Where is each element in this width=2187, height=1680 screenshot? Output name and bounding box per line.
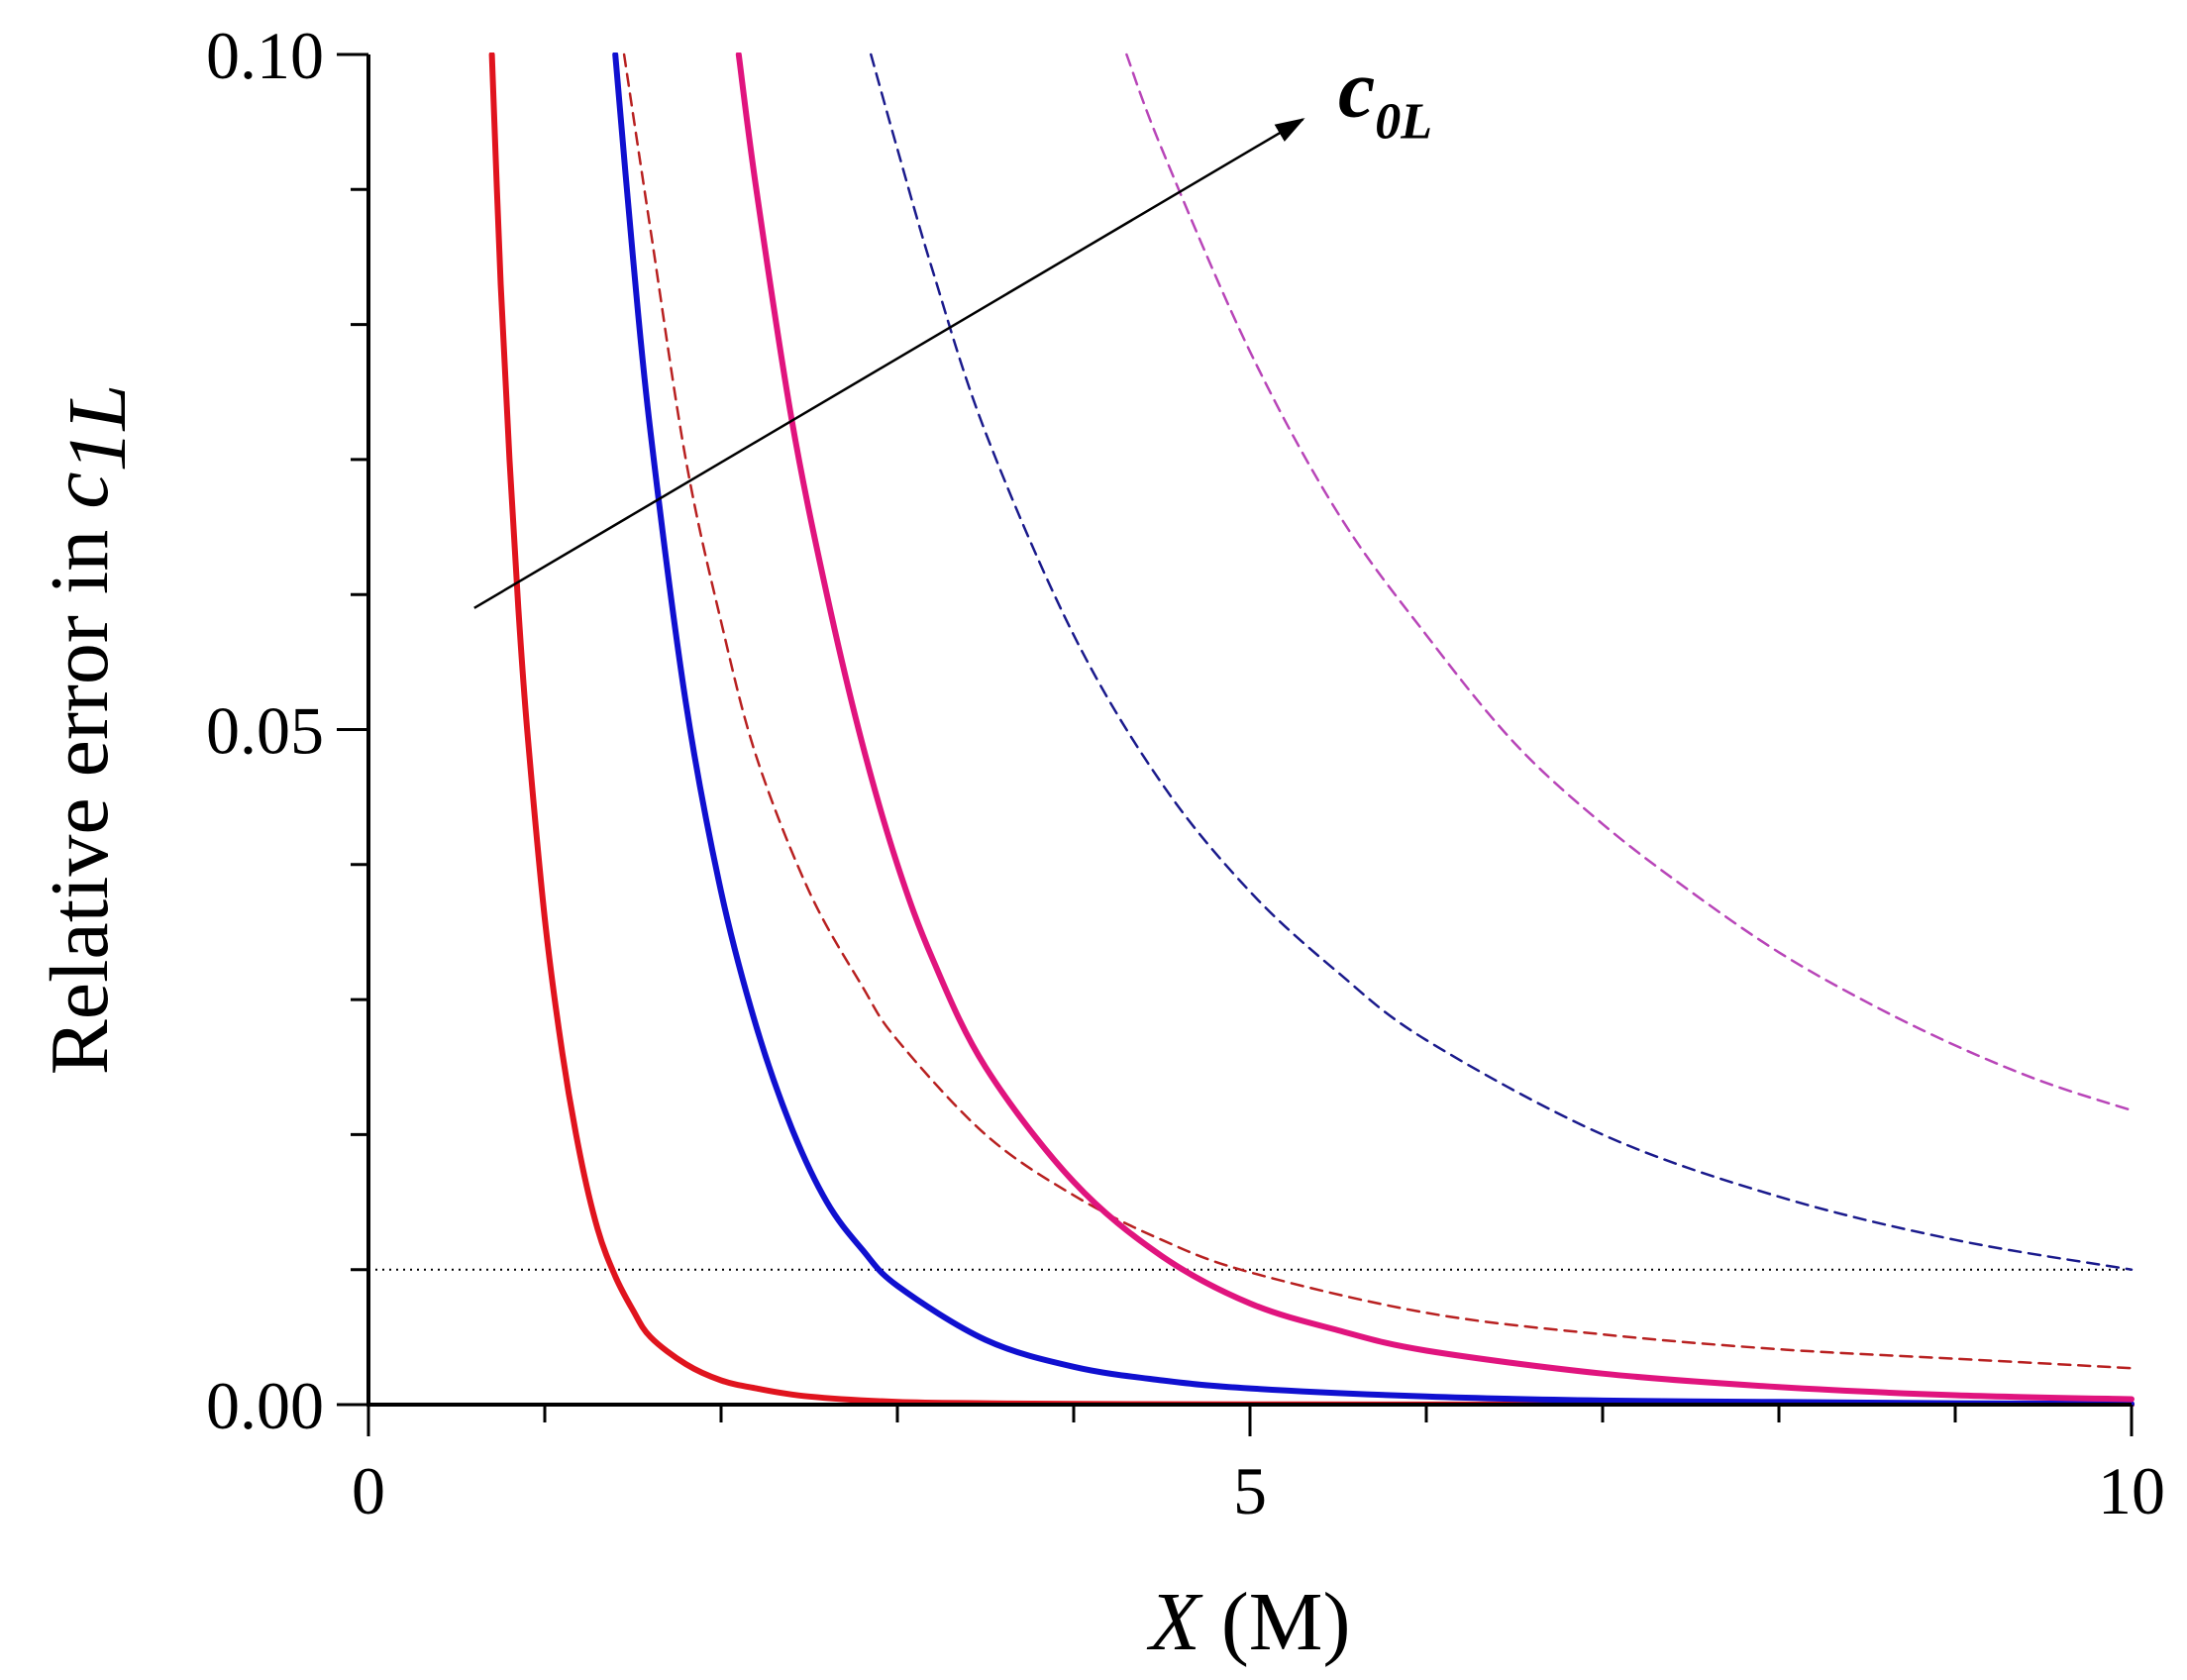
annotation-label: c0L — [1338, 44, 1432, 151]
series-line-dashed-blue — [870, 52, 2134, 1271]
series-line-dashed-magenta — [1125, 52, 2134, 1112]
annotation-subscript: 0L — [1375, 94, 1432, 151]
annotation-variable: c — [1338, 44, 1375, 136]
series-line-dashed-red — [622, 52, 2134, 1370]
x-tick-label: 0 — [352, 1453, 385, 1528]
series-line-solid-red — [488, 52, 2135, 1407]
x-axis-variable: X — [1147, 1576, 1204, 1668]
y-axis-prefix: Relative error in — [34, 509, 126, 1075]
series-line-solid-blue — [612, 52, 2135, 1407]
y-axis-subscript: 1L — [52, 384, 144, 472]
x-tick-label: 10 — [2098, 1453, 2165, 1528]
y-tick-label: 0.05 — [206, 693, 324, 769]
plot-area — [368, 52, 2135, 1407]
y-tick-label: 0.10 — [206, 18, 324, 93]
y-tick-label: 0.00 — [206, 1368, 324, 1443]
series-line-solid-magenta — [735, 52, 2135, 1403]
x-axis-title: X (M) — [1147, 1576, 1351, 1668]
annotation-arrow — [473, 118, 1305, 609]
y-axis-title: Relative error in c1L — [34, 384, 144, 1075]
axes — [337, 52, 2134, 1436]
y-axis-variable: c — [34, 472, 126, 508]
x-axis-unit: (M) — [1200, 1576, 1351, 1668]
labels: 0 5 10 0.00 0.05 0.10 X (M) Relative error in c… — [34, 18, 2165, 1668]
x-tick-label: 5 — [1233, 1453, 1267, 1528]
